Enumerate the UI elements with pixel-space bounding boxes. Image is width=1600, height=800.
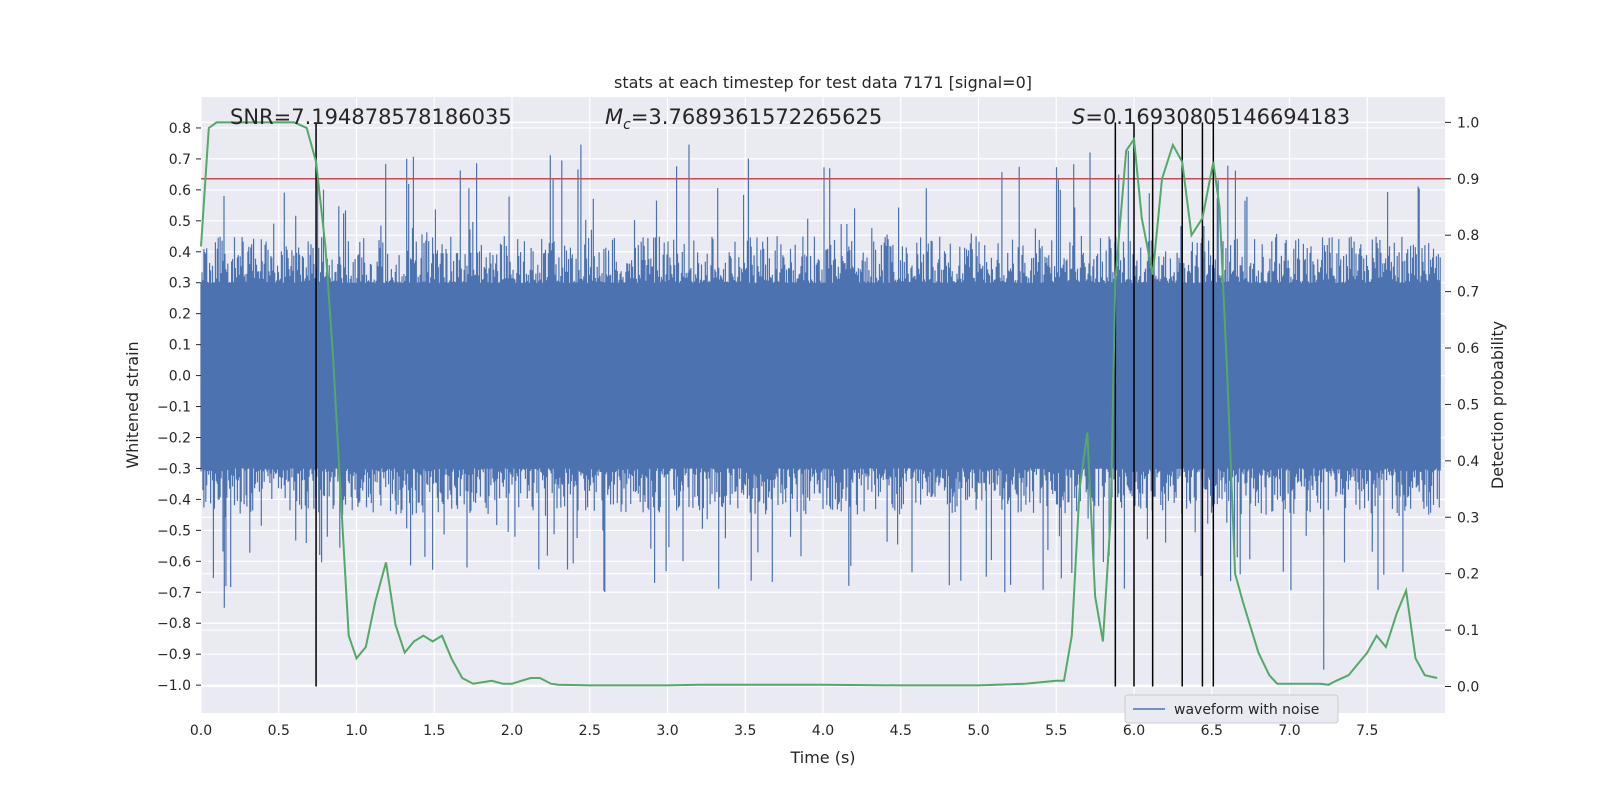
x-tick-label: 1.0	[345, 723, 367, 739]
x-tick-label: 1.5	[423, 723, 445, 739]
x-tick-label: 2.5	[579, 723, 601, 739]
x-tick-label: 6.5	[1201, 723, 1223, 739]
x-tick-label: 7.5	[1356, 723, 1378, 739]
x-tick-label: 7.0	[1278, 723, 1300, 739]
mc-annotation: Mc=3.7689361572265625	[605, 105, 882, 133]
x-tick-label: 5.5	[1045, 723, 1067, 739]
y-tick-label: 0.0	[169, 369, 191, 385]
y-tick-label: −0.7	[157, 585, 191, 601]
y-tick-label: −0.9	[157, 647, 191, 663]
x-tick-label: 4.0	[812, 723, 834, 739]
y-tick-label: 0.1	[169, 338, 191, 354]
y-tick-label: 0.2	[169, 307, 191, 323]
waveform-trace	[200, 144, 1441, 670]
chart-title: stats at each timestep for test data 717…	[614, 73, 1032, 92]
y-tick-label: −0.5	[157, 523, 191, 539]
y-tick-label: −0.3	[157, 461, 191, 477]
y-tick-label: −0.2	[157, 431, 191, 447]
x-tick-label: 4.5	[890, 723, 912, 739]
x-tick-label: 2.0	[501, 723, 523, 739]
s-symbol: S	[1072, 105, 1085, 129]
y-tick-label: 0.4	[169, 245, 191, 261]
y2-tick-label: 0.4	[1457, 454, 1479, 470]
x-tick-label: 6.0	[1123, 723, 1145, 739]
snr-annotation: SNR=7.194878578186035	[230, 105, 512, 129]
x-ticks: 0.0 0.5 1.0 1.5 2.0 2.5 3.0 3.5 4.0 4.5 5.0 5.5 6.0 6…	[190, 723, 1379, 739]
y-tick-label: −0.1	[157, 400, 191, 416]
y2-tick-label: 0.5	[1457, 397, 1479, 413]
y2-tick-label: 0.2	[1457, 567, 1479, 583]
y-tick-label: 0.7	[169, 152, 191, 168]
y2-ticks: 1.0 0.9 0.8 0.7 0.6 0.5 0.4 0.3 0.2 0.1 0.0	[1445, 115, 1479, 695]
y2-tick-label: 0.6	[1457, 341, 1479, 357]
y2-tick-label: 0.7	[1457, 285, 1479, 301]
y-tick-label: 0.3	[169, 276, 191, 292]
legend-box	[1124, 694, 1339, 724]
series-waveform	[200, 144, 1441, 670]
x-tick-label: 0.5	[268, 723, 290, 739]
detection-probability-line	[200, 121, 1438, 687]
x-tick-label: 3.0	[656, 723, 678, 739]
y-tick-label: −1.0	[157, 678, 191, 694]
legend: waveform with noise	[1124, 694, 1339, 724]
y2-tick-label: 0.9	[1457, 172, 1479, 188]
y2-tick-label: 0.1	[1457, 623, 1479, 639]
mc-value: =3.7689361572265625	[631, 105, 882, 129]
y-tick-label: −0.4	[157, 492, 191, 508]
x-tick-label: 3.5	[734, 723, 756, 739]
y-tick-label: 0.6	[169, 183, 191, 199]
y-tick-label: −0.6	[157, 554, 191, 570]
mc-subscript: c	[623, 117, 631, 133]
y-ticks: 0.8 0.7 0.6 0.5 0.4 0.3 0.2 0.1 0.0 −0.1 −0.2 −0.3 −…	[157, 121, 201, 694]
s-value: =0.16930805146694183	[1085, 105, 1350, 129]
x-axis-label: Time (s)	[789, 748, 855, 767]
y-tick-label: −0.8	[157, 616, 191, 632]
series-detection-probability	[200, 121, 1438, 687]
y2-axis-label: Detection probability	[1488, 321, 1507, 489]
mc-symbol: M	[605, 105, 623, 129]
y2-tick-label: 0.8	[1457, 228, 1479, 244]
legend-label-waveform: waveform with noise	[1174, 702, 1319, 718]
y-tick-label: 0.5	[169, 214, 191, 230]
y-tick-label: 0.8	[169, 121, 191, 137]
y2-tick-label: 0.3	[1457, 510, 1479, 526]
y2-tick-label: 1.0	[1457, 115, 1479, 131]
x-tick-label: 5.0	[967, 723, 989, 739]
y2-tick-label: 0.0	[1457, 679, 1479, 695]
y-axis-label: Whitened strain	[123, 341, 142, 468]
x-tick-label: 0.0	[190, 723, 212, 739]
s-annotation: S=0.16930805146694183	[1072, 105, 1350, 129]
